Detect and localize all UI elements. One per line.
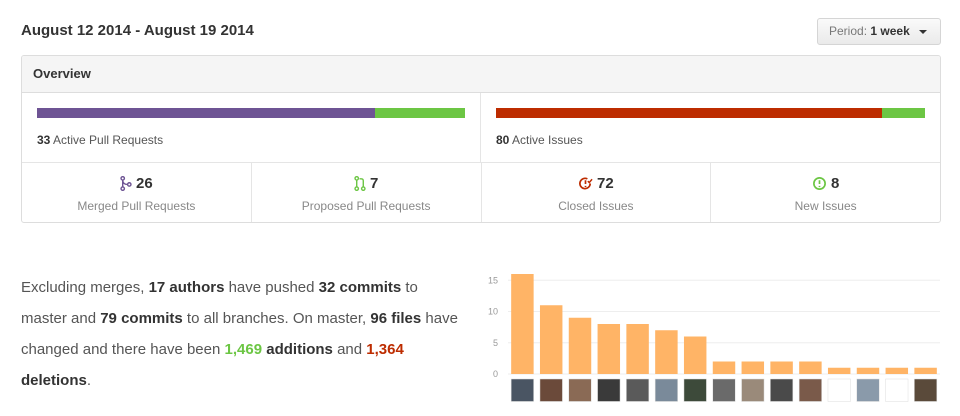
commit-bar[interactable] (827, 367, 851, 374)
active-pull-requests-count: 33 (37, 133, 51, 147)
author-avatar[interactable] (827, 378, 851, 402)
new-issues-count: 8 (830, 175, 840, 192)
new-issues-label: New Issues (794, 199, 857, 213)
git-pull-request-icon (354, 176, 366, 191)
issue-opened-icon (812, 177, 826, 190)
commit-bar[interactable] (770, 361, 793, 375)
author-avatar[interactable] (741, 378, 765, 402)
overview-title: Overview (22, 56, 940, 93)
summary-text-5: have changed and there have been (21, 310, 458, 358)
merged-pull-requests-label: Merged Pull Requests (77, 199, 196, 213)
author-avatar[interactable] (798, 378, 822, 402)
summary-text-2: have pushed (224, 279, 319, 296)
issue-closed-icon (579, 177, 593, 190)
files-changed-count: 96 files (370, 310, 422, 327)
period-dropdown-button[interactable]: Period: 1 week (817, 18, 941, 45)
summary-text-3: to master and (21, 279, 418, 327)
author-avatar[interactable] (856, 378, 880, 402)
closed-issues-segment (496, 108, 883, 118)
overview-stats-row: 26 Merged Pull Requests 7 Proposed Pull … (22, 163, 940, 222)
merged-pull-requests-stat[interactable]: 26 Merged Pull Requests (22, 163, 252, 222)
active-pull-requests-caption: 33 Active Pull Requests (37, 133, 163, 147)
overview-panel: Overview 33 Active Pull Requests 80 Acti… (21, 55, 941, 223)
author-avatar[interactable] (712, 378, 736, 402)
commit-bar[interactable] (741, 361, 765, 375)
issues-progress-bar (496, 108, 925, 118)
y-tick-label: 15 (488, 275, 498, 285)
all-commits-count: 79 commits (100, 310, 183, 327)
additions-count: 1,469 (224, 341, 263, 358)
period-label: Period: (829, 24, 868, 38)
period-value: 1 week (870, 24, 910, 38)
active-issues-label: Active Issues (512, 133, 583, 147)
commit-bar[interactable] (511, 274, 534, 374)
summary-text-4: to all branches. On master, (182, 310, 371, 327)
author-avatar[interactable] (914, 378, 938, 402)
overview-bars-row: 33 Active Pull Requests 80 Active Issues (22, 93, 940, 163)
proposed-pull-requests-stat[interactable]: 7 Proposed Pull Requests (252, 163, 482, 222)
author-avatar[interactable] (654, 378, 678, 402)
merged-pull-requests-count: 26 (136, 175, 153, 192)
open-issues-segment (882, 108, 925, 118)
commit-bar[interactable] (626, 324, 649, 374)
commit-bar[interactable] (914, 367, 937, 374)
git-merge-icon (120, 176, 132, 191)
merged-pr-segment (37, 108, 376, 118)
commit-bar[interactable] (597, 324, 621, 374)
additions-word: additions (266, 341, 333, 358)
date-range-title: August 12 2014 - August 19 2014 (21, 22, 254, 39)
y-tick-label: 5 (493, 338, 498, 348)
closed-issues-count: 72 (597, 175, 614, 192)
new-issues-stat[interactable]: 8 New Issues (711, 163, 940, 222)
active-issues-caption: 80 Active Issues (496, 133, 583, 147)
master-commits-count: 32 commits (318, 279, 402, 296)
author-avatar[interactable] (626, 378, 650, 402)
commit-bar[interactable] (539, 305, 563, 374)
commit-bar[interactable] (683, 336, 707, 375)
commit-bar[interactable] (568, 317, 592, 374)
commit-bar[interactable] (856, 367, 880, 374)
commits-by-author-chart: 0 5 10 15 (488, 274, 940, 402)
proposed-pull-requests-count: 7 (369, 175, 379, 192)
authors-count: 17 authors (148, 279, 225, 296)
pull-requests-summary[interactable]: 33 Active Pull Requests (22, 93, 481, 162)
author-avatar[interactable] (683, 378, 707, 402)
y-tick-label: 0 (493, 369, 498, 379)
open-pr-segment (375, 108, 465, 118)
y-tick-label: 10 (488, 307, 498, 317)
issues-summary[interactable]: 80 Active Issues (481, 93, 940, 162)
author-avatar[interactable] (885, 378, 909, 402)
commit-bar[interactable] (712, 361, 736, 375)
pull-requests-progress-bar (37, 108, 465, 118)
closed-issues-label: Closed Issues (558, 199, 634, 213)
deletions-count: 1,364 (366, 341, 404, 358)
author-avatar[interactable] (539, 378, 563, 402)
summary-text-6: and (332, 341, 367, 358)
commit-summary-text: Excluding merges, 17 authors have pushed… (21, 272, 466, 396)
active-issues-count: 80 (496, 133, 510, 147)
author-avatar[interactable] (770, 378, 794, 402)
commit-bar[interactable] (655, 330, 678, 374)
commit-bar[interactable] (885, 367, 909, 374)
closed-issues-stat[interactable]: 72 Closed Issues (482, 163, 712, 222)
active-pull-requests-label: Active Pull Requests (53, 133, 164, 147)
commit-bar[interactable] (799, 361, 822, 375)
summary-text-1: Excluding merges, (21, 279, 149, 296)
deletions-word: deletions (21, 372, 87, 389)
proposed-pull-requests-label: Proposed Pull Requests (301, 199, 431, 213)
summary-text-7: . (86, 372, 92, 389)
author-avatar[interactable] (597, 378, 621, 402)
chevron-down-icon (919, 29, 928, 34)
author-avatar[interactable] (510, 378, 534, 402)
author-avatar[interactable] (568, 378, 592, 402)
